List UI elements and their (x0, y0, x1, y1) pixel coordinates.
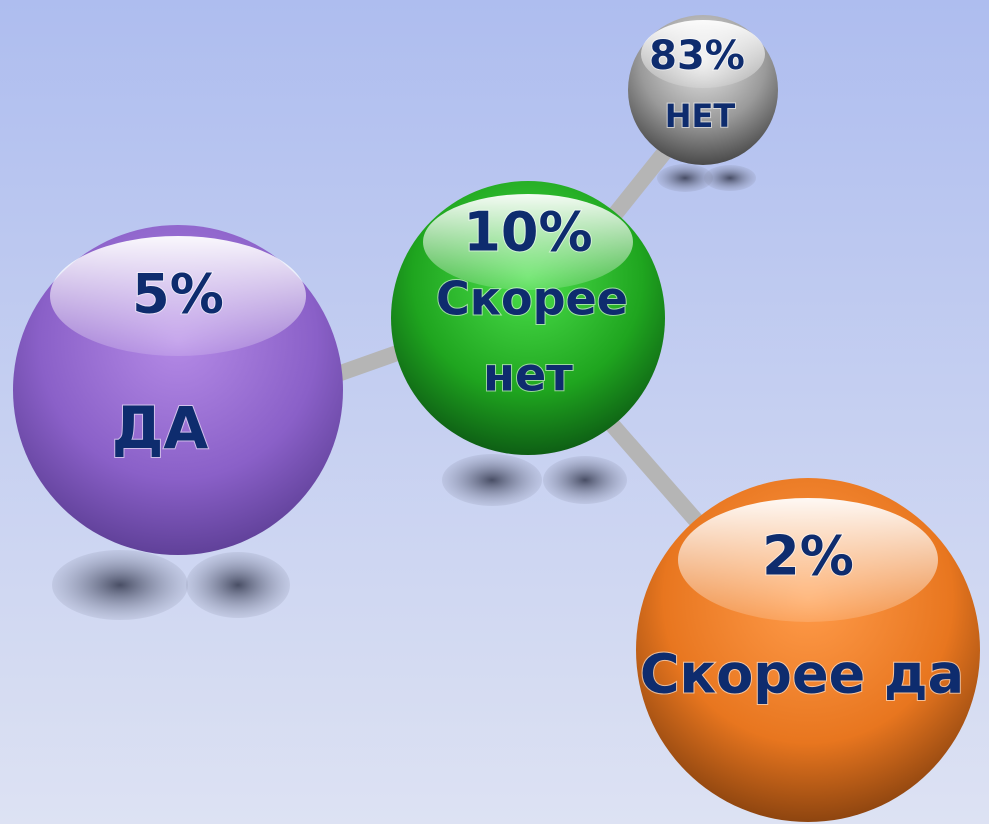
shadows (52, 164, 756, 620)
node-rather-no: 10% Скорее нет (391, 181, 665, 455)
node-rather-yes: 2% Скорее да (636, 478, 980, 822)
node-value: 10% (463, 201, 592, 264)
node-label: Скорее да (640, 643, 964, 706)
node-label: НЕТ (665, 97, 736, 135)
node-value: 83% (649, 33, 745, 79)
node-label: ДА (112, 394, 209, 462)
node-da: 5% ДА (13, 225, 343, 555)
node-value: 5% (132, 263, 224, 326)
connectors (327, 140, 708, 533)
node-label: нет (483, 348, 573, 402)
node-value: 2% (762, 525, 854, 588)
node-no: 83% НЕТ (628, 15, 778, 165)
node-label: Скорее (436, 272, 628, 326)
